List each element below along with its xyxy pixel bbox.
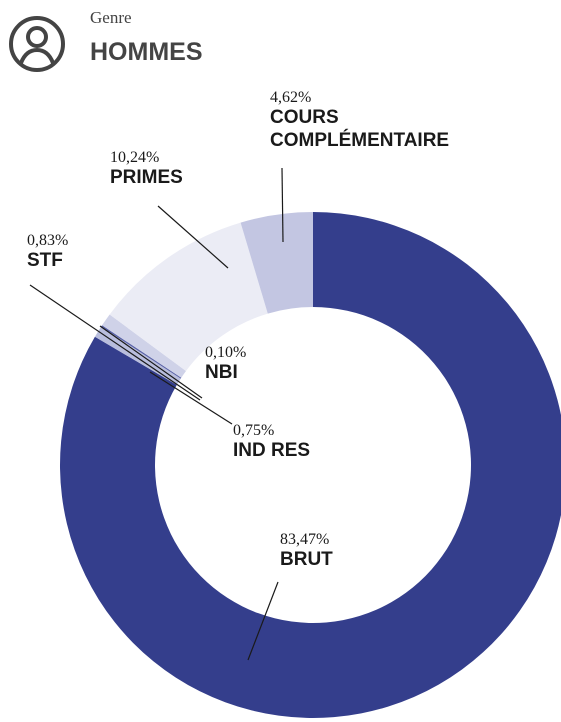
leader-line (149, 371, 233, 425)
segment-label: 4,62% COURS COMPLÉMENTAIRE (270, 88, 520, 153)
category-label: NBI (205, 362, 238, 384)
segment-label: 0,10% NBI (205, 343, 285, 385)
leader-line (247, 581, 279, 661)
person-icon (9, 16, 65, 72)
subtitle: Genre (90, 8, 132, 27)
donut-segment (94, 326, 181, 385)
leader-line (99, 325, 203, 399)
leader-line (281, 167, 284, 243)
donut-segment (60, 212, 561, 718)
donut-segment (240, 212, 313, 314)
title: HOMMES (90, 38, 203, 66)
value-label: 83,47% (280, 531, 330, 548)
category-label: STF (27, 250, 63, 272)
segment-label: 0,75% IND RES (233, 421, 383, 463)
leader-line (29, 284, 201, 401)
leader-line (157, 205, 229, 269)
category-label: IND RES (233, 440, 311, 462)
category-label: BRUT (280, 549, 333, 571)
value-label: 0,83% (27, 232, 69, 249)
value-label: 4,62% (270, 89, 312, 106)
value-label: 10,24% (110, 149, 160, 166)
segment-label: 0,83% STF (27, 231, 107, 273)
category-label: COURS COMPLÉMENTAIRE (270, 107, 450, 151)
segment-label: 10,24% PRIMES (110, 148, 240, 190)
segment-label: 83,47% BRUT (280, 530, 400, 572)
value-label: 0,75% (233, 422, 275, 439)
value-label: 0,10% (205, 344, 247, 361)
donut-segment (101, 325, 182, 379)
donut-segment (109, 222, 268, 371)
donut-segment (102, 314, 187, 378)
category-label: PRIMES (110, 167, 183, 189)
